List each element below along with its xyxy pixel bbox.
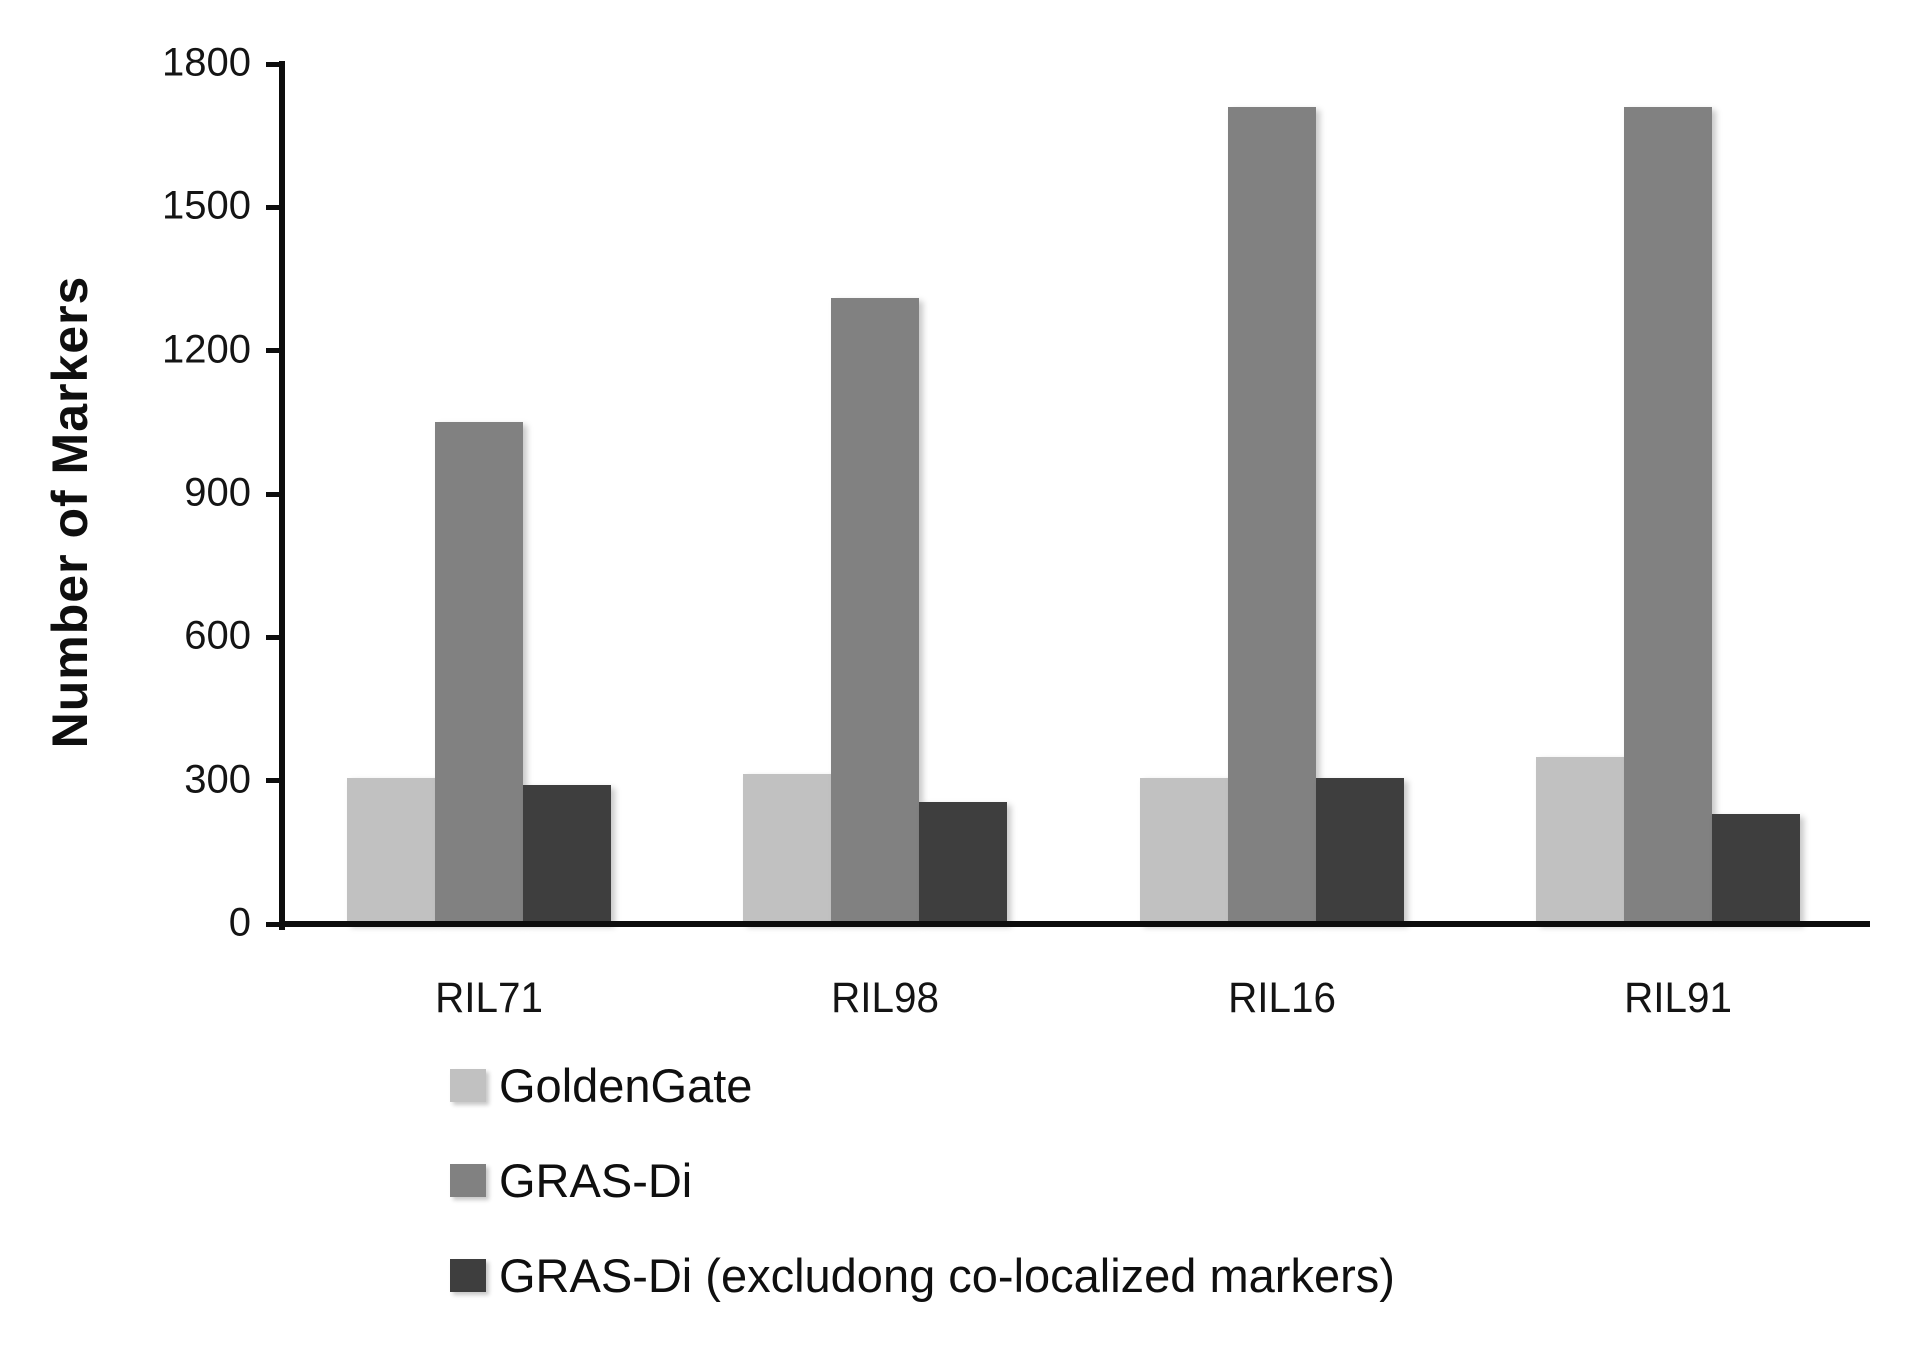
x-axis-line xyxy=(279,921,1870,927)
bar-RIL71-gras-di xyxy=(435,422,523,924)
legend-item-goldengate: GoldenGate xyxy=(450,1058,752,1113)
bar-RIL71-goldengate xyxy=(347,778,435,924)
legend-item-gras-di-excludong-co-localized-markers-: GRAS-Di (excludong co-localized markers) xyxy=(450,1248,1395,1303)
bar-RIL16-goldengate xyxy=(1139,778,1228,924)
legend-label: GRAS-Di (excludong co-localized markers) xyxy=(499,1249,1395,1302)
y-tick-label-300: 300 xyxy=(184,757,251,802)
y-tick-mark-1200 xyxy=(266,348,279,354)
y-tick-mark-900 xyxy=(266,491,279,497)
x-axis-label-RIL16: RIL16 xyxy=(1227,974,1336,1022)
y-tick-mark-1800 xyxy=(266,61,279,67)
legend-label: GRAS-Di xyxy=(499,1154,693,1207)
legend-swatch-icon xyxy=(450,1069,486,1102)
legend-swatch-icon xyxy=(450,1259,486,1292)
bar-RIL91-gras-di xyxy=(1623,107,1712,924)
bar-RIL98-gras-di-excludong-co-localized-markers- xyxy=(919,802,1008,924)
y-tick-label-0: 0 xyxy=(228,900,251,945)
bar-RIL71-gras-di-excludong-co-localized-markers- xyxy=(523,785,611,924)
bar-RIL16-gras-di xyxy=(1227,107,1316,924)
y-axis-line xyxy=(279,61,285,930)
x-axis-label-RIL98: RIL98 xyxy=(831,974,940,1022)
x-axis-label-RIL91: RIL91 xyxy=(1623,974,1732,1022)
bar-RIL91-gras-di-excludong-co-localized-markers- xyxy=(1711,814,1800,924)
y-tick-mark-0 xyxy=(266,921,279,927)
legend-label: GoldenGate xyxy=(499,1059,753,1112)
bar-RIL91-goldengate xyxy=(1535,756,1624,924)
legend-item-gras-di: GRAS-Di xyxy=(450,1153,692,1208)
legend-swatch-icon xyxy=(450,1164,486,1197)
bar-RIL98-goldengate xyxy=(743,773,832,924)
y-tick-label-1800: 1800 xyxy=(162,40,251,85)
y-tick-label-900: 900 xyxy=(184,470,251,515)
x-axis-label-RIL71: RIL71 xyxy=(435,974,544,1022)
y-tick-mark-600 xyxy=(266,634,279,640)
y-tick-mark-1500 xyxy=(266,204,279,210)
y-tick-label-1200: 1200 xyxy=(162,327,251,372)
y-tick-mark-300 xyxy=(266,778,279,784)
bar-RIL98-gras-di xyxy=(831,298,920,924)
y-tick-label-600: 600 xyxy=(184,613,251,658)
y-tick-label-1500: 1500 xyxy=(162,183,251,228)
bar-RIL16-gras-di-excludong-co-localized-markers- xyxy=(1315,778,1404,924)
